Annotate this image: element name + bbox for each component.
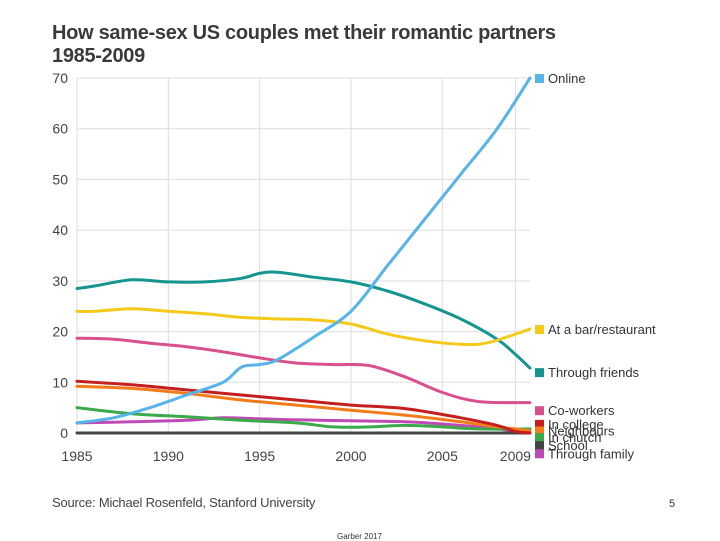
legend-label-in-church: In church [548, 430, 601, 445]
series-line-through-friends [75, 270, 532, 370]
legend-label-neighbours: Neighbours [548, 423, 615, 438]
legend-label-through-friends: Through friends [548, 365, 640, 380]
y-tick-label: 40 [52, 222, 68, 238]
legend-label-through-family: Through family [548, 446, 634, 461]
legend-swatch-online [535, 74, 544, 83]
series-line-co-workers [75, 336, 532, 405]
x-tick-label: 2005 [427, 448, 458, 464]
legend-swatch-at-a-bar-restaurant [535, 325, 544, 335]
y-tick-label: 20 [52, 324, 68, 340]
x-tick-label: 1985 [61, 448, 92, 464]
legend-label-online: Online [548, 71, 586, 86]
legend-swatch-co-workers [535, 406, 544, 416]
x-tick-label: 2009 [500, 448, 531, 464]
slide-footer: Garber 2017 [337, 532, 382, 541]
chart-source: Source: Michael Rosenfeld, Stanford Univ… [52, 495, 316, 510]
legend-swatch-through-family [535, 449, 544, 459]
legend-label-at-a-bar-restaurant: At a bar/restaurant [548, 322, 656, 337]
legend-swatch-through-friends [535, 368, 544, 378]
x-tick-label: 1995 [244, 448, 275, 464]
legend-label-in-college: In college [548, 417, 604, 432]
x-tick-label: 1990 [153, 448, 184, 464]
page-number: 5 [669, 498, 676, 510]
chart-title-line-2: 1985-2009 [52, 45, 145, 67]
series-line-in-college [75, 379, 532, 435]
chart-title: How same-sex US couples met their romant… [52, 22, 556, 68]
x-tick-label: 2000 [335, 448, 366, 464]
series-line-neighbours [75, 384, 532, 432]
legend-swatch-neighbours [535, 426, 544, 436]
chart-title-line-1: How same-sex US couples met their romant… [52, 22, 556, 44]
legend-swatch-school [535, 441, 544, 451]
y-tick-label: 50 [52, 171, 68, 187]
legend-label-co-workers: Co-workers [548, 403, 615, 418]
series-line-through-family [75, 416, 532, 435]
y-tick-label: 60 [52, 121, 68, 137]
series-line-online [75, 76, 532, 425]
legend-swatch-in-church [535, 433, 544, 443]
series-line-at-a-bar-restaurant [75, 307, 532, 347]
legend-label-school: School [548, 438, 588, 453]
y-tick-label: 10 [52, 374, 68, 390]
legend-swatch-in-college [535, 419, 544, 429]
y-tick-label: 0 [60, 425, 68, 441]
series-line-in-church [75, 406, 532, 431]
y-tick-label: 30 [52, 273, 68, 289]
y-tick-label: 70 [52, 70, 68, 86]
